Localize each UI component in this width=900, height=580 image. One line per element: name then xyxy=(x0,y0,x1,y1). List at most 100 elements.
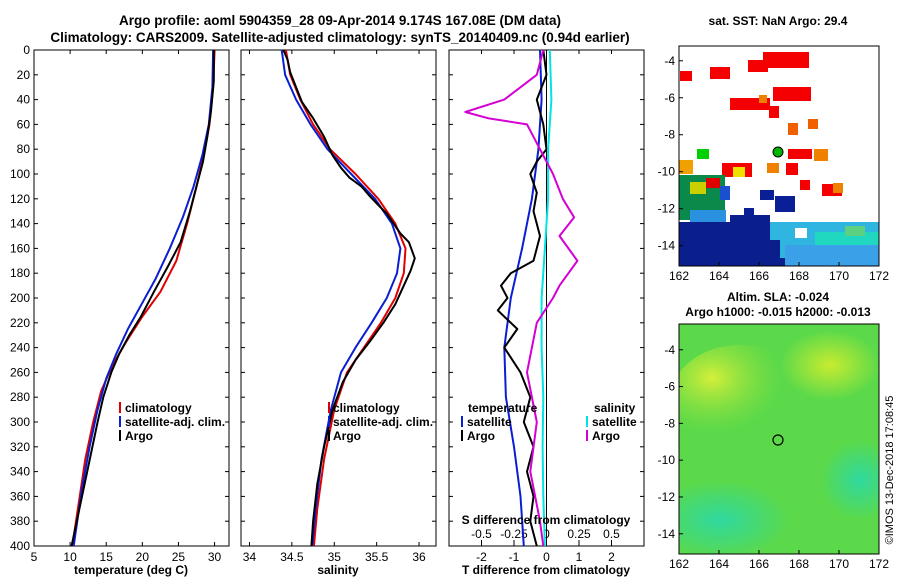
sla-map-title: Altim. SLA: -0.024 xyxy=(727,290,829,304)
s-x-tick-label: 0.25 xyxy=(567,527,591,541)
argo-float-marker-sla xyxy=(772,434,784,446)
sst-pixel xyxy=(690,182,706,194)
map-y-tick-label: -12 xyxy=(658,490,676,504)
sla-map-ticks: 162 164 166 168 170 172 -4 -6 -8 -10 -12 -14 xyxy=(658,343,890,571)
map-x-tick-label: 166 xyxy=(749,269,769,283)
sst-pixel xyxy=(788,123,798,135)
legend-swatch-t-argo xyxy=(461,430,463,441)
x-tick-label: 30 xyxy=(208,550,222,564)
y-tick-label: 320 xyxy=(10,440,30,454)
x-axis-label-salinity: salinity xyxy=(317,563,359,577)
x-tick-label: -2 xyxy=(476,550,487,564)
y-tick-label: 160 xyxy=(10,241,30,255)
sst-pixel xyxy=(763,52,809,68)
sst-pixel xyxy=(730,215,770,229)
legend-label-argo: Argo xyxy=(333,429,361,443)
sst-pixel xyxy=(680,71,692,81)
map-y-tick-label: -10 xyxy=(658,453,676,467)
sla-map-frame xyxy=(678,323,880,555)
legend-label-climatology: climatology xyxy=(125,401,192,415)
map-x-tick-label: 170 xyxy=(829,557,849,571)
legend-header-temperature: temperature xyxy=(468,401,538,415)
series-line-s-argo xyxy=(464,50,579,546)
map-x-tick-label: 168 xyxy=(789,269,809,283)
map-y-tick-label: -6 xyxy=(664,91,675,105)
y-tick-label: 300 xyxy=(10,415,30,429)
title-line-1: Argo profile: aoml 5904359_28 09-Apr-201… xyxy=(119,13,561,28)
title-line-2: Climatology: CARS2009. Satellite-adjuste… xyxy=(50,30,629,45)
difference-panel: -2 -1 0 1 2 -0.5 -0.25 0 0.25 0.5 xyxy=(448,49,645,564)
sst-pixel xyxy=(710,67,730,79)
y-tick-label: 60 xyxy=(17,117,31,131)
legend-swatch-satellite xyxy=(119,416,121,427)
legend-swatch-climatology xyxy=(119,402,121,413)
map-x-tick-label: 170 xyxy=(829,269,849,283)
x-tick-label: 5 xyxy=(31,550,38,564)
sla-map xyxy=(678,323,880,555)
legend-label-s-argo: Argo xyxy=(592,429,620,443)
x-axis-label-temperature: temperature (deg C) xyxy=(74,563,188,577)
sst-pixel xyxy=(788,149,812,159)
sst-map xyxy=(678,33,880,267)
map-x-tick-label: 162 xyxy=(669,269,689,283)
y-tick-label: 80 xyxy=(17,142,31,156)
map-x-tick-label: 164 xyxy=(709,269,729,283)
y-tick-label: 360 xyxy=(10,489,30,503)
legend-swatch-climatology xyxy=(328,402,330,413)
sst-pixel xyxy=(733,167,745,177)
y-tick-label: 20 xyxy=(17,68,31,82)
s-x-tick-label: -0.5 xyxy=(471,527,492,541)
x-tick-label: 1 xyxy=(576,550,583,564)
sla-blob-low xyxy=(679,480,790,554)
x-tick-label: -1 xyxy=(509,550,520,564)
x-tick-label: 34 xyxy=(243,550,257,564)
sst-pixel xyxy=(706,178,720,188)
legend-label-climatology: climatology xyxy=(333,401,400,415)
series-line-argo xyxy=(70,50,215,546)
legend-header-salinity: salinity xyxy=(594,401,636,415)
x-tick-label: 34.5 xyxy=(280,550,304,564)
y-tick-label: 340 xyxy=(10,465,30,479)
sst-pixel xyxy=(814,149,828,161)
sst-pixel xyxy=(748,60,768,72)
series-line-t-satellite xyxy=(503,50,543,546)
sst-pixel xyxy=(785,245,879,266)
argo-float-marker-sst xyxy=(772,146,784,158)
series-line-climatology xyxy=(284,50,407,546)
x-tick-label: 10 xyxy=(63,550,77,564)
sla-map-subtitle: Argo h1000: -0.015 h2000: -0.013 xyxy=(685,305,871,319)
y-tick-label: 280 xyxy=(10,390,30,404)
legend-swatch-argo xyxy=(328,430,330,441)
legend-label-satellite: satellite-adj. clim. xyxy=(333,415,433,429)
sst-pixel xyxy=(734,33,756,37)
sst-map-ticks: 162 164 166 168 170 172 -4 -6 -8 -10 -12 -14 xyxy=(658,54,890,283)
map-y-tick-label: -12 xyxy=(658,202,676,216)
series-group xyxy=(464,50,579,546)
x-tick-label: 35 xyxy=(328,550,342,564)
y-tick-label: 0 xyxy=(23,43,30,57)
sst-data-pixels xyxy=(679,33,879,266)
y-tick-label: 260 xyxy=(10,365,30,379)
y-tick-label: 400 xyxy=(10,539,30,553)
x-tick-label: 36 xyxy=(412,550,426,564)
map-y-tick-label: -8 xyxy=(664,128,675,142)
map-x-tick-label: 164 xyxy=(709,557,729,571)
y-tick-label: 380 xyxy=(10,514,30,528)
sst-pixel xyxy=(690,210,726,224)
map-y-tick-label: -8 xyxy=(664,416,675,430)
sst-pixel xyxy=(679,160,693,174)
map-y-tick-label: -4 xyxy=(664,54,675,68)
sst-pixel xyxy=(833,183,843,193)
sla-blob-high xyxy=(679,345,810,455)
y-tick-label: 100 xyxy=(10,167,30,181)
x-tick-label: 20 xyxy=(136,550,150,564)
sla-blob-high xyxy=(780,330,879,400)
sst-pixel xyxy=(845,226,865,236)
y-tick-label: 40 xyxy=(17,93,31,107)
y-tick-label: 120 xyxy=(10,192,30,206)
sst-pixel xyxy=(744,208,754,218)
salinity-panel: 34 34.5 35 35.5 36 xyxy=(240,49,437,564)
sst-pixel xyxy=(800,180,810,190)
plot-frame xyxy=(33,49,230,547)
